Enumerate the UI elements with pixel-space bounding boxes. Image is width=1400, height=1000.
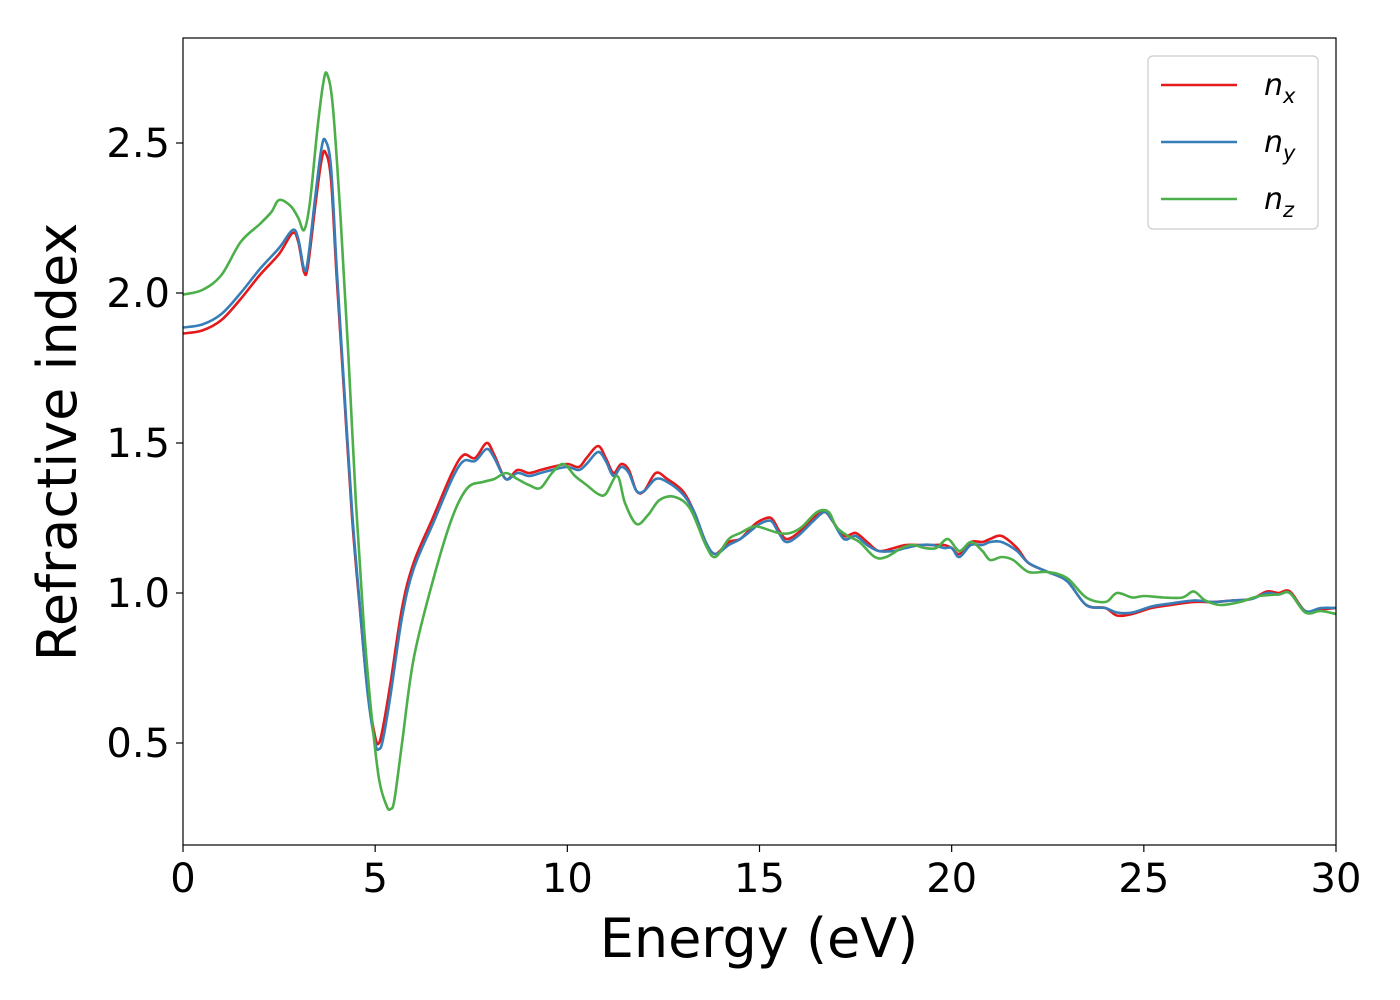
- y-tick-label: 1.0: [106, 571, 170, 617]
- legend-label-main: n: [1264, 182, 1283, 217]
- x-axis-title: Energy (eV): [600, 907, 919, 970]
- x-tick-label: 10: [542, 856, 593, 902]
- legend-label-nx: nx: [1264, 68, 1296, 108]
- x-tick-label: 20: [926, 856, 977, 902]
- x-tick-label: 15: [734, 856, 785, 902]
- x-tick-label: 30: [1311, 856, 1362, 902]
- legend-label-subscript: x: [1282, 84, 1296, 108]
- x-axis-ticks: 0 5 10 15 20 25 30: [170, 845, 1361, 902]
- x-tick-label: 0: [170, 856, 195, 902]
- y-tick-label: 2.0: [106, 271, 170, 317]
- legend-label-subscript: y: [1282, 141, 1296, 165]
- series-layer: [183, 71, 1336, 812]
- legend-label-main: n: [1264, 125, 1283, 160]
- y-tick-label: 0.5: [106, 721, 170, 767]
- y-tick-label: 2.5: [106, 121, 170, 167]
- x-tick-label: 5: [362, 856, 387, 902]
- legend-label-nz: nz: [1264, 182, 1295, 222]
- y-axis-ticks: 0.5 1.0 1.5 2.0 2.5: [106, 121, 183, 767]
- y-axis-title: Refractive index: [26, 223, 89, 662]
- series-line-nz: [183, 71, 1336, 812]
- y-tick-label: 1.5: [106, 421, 170, 467]
- legend-label-main: n: [1264, 68, 1283, 103]
- series-line-ny: [183, 137, 1336, 752]
- legend-label-subscript: z: [1282, 198, 1295, 222]
- legend-label-ny: ny: [1264, 125, 1296, 165]
- x-tick-label: 25: [1118, 856, 1169, 902]
